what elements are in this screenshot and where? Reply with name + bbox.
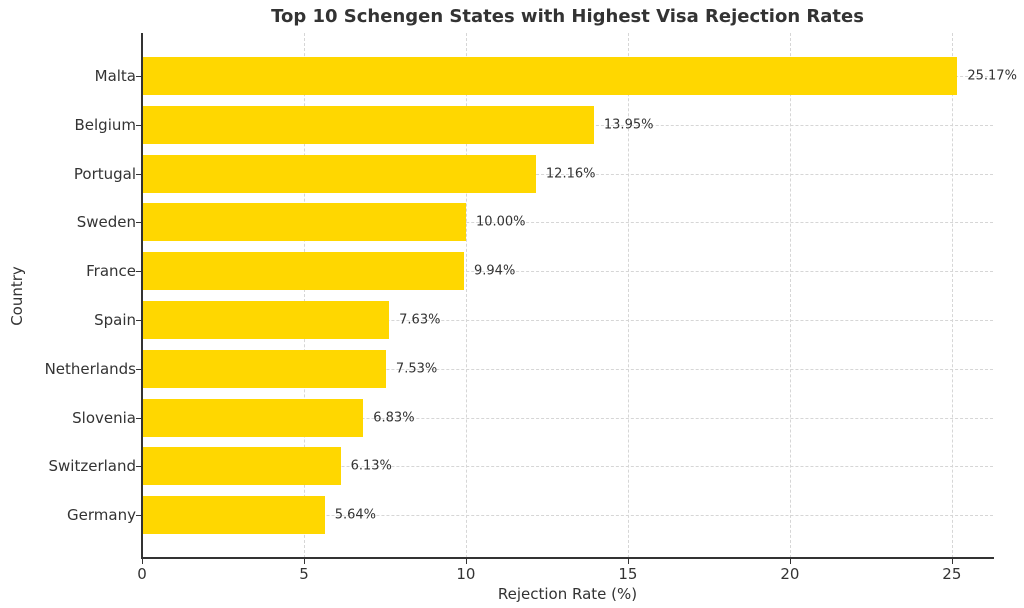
y-tick-mark <box>136 271 142 273</box>
vertical-gridline <box>465 33 467 558</box>
x-tick-mark <box>465 559 467 564</box>
horizontal-gridline <box>142 417 993 419</box>
vertical-gridline <box>627 33 629 558</box>
y-tick-label: Slovenia <box>72 408 136 427</box>
y-axis-title: Country <box>8 266 26 326</box>
vertical-gridline <box>789 33 791 558</box>
x-tick-mark <box>142 559 143 564</box>
bar-germany <box>142 496 325 535</box>
plot-area: 25.17% 13.95% 12.16% 10.00% 9.94% 7.63% 7.53% 6… <box>142 33 1017 558</box>
y-tick-label: Switzerland <box>48 457 137 476</box>
y-tick-mark <box>136 124 142 126</box>
horizontal-gridline <box>142 368 993 370</box>
y-tick-mark <box>136 515 142 517</box>
x-tick-mark <box>627 559 629 564</box>
bar-slovenia <box>142 398 364 437</box>
x-tick-mark <box>789 559 791 564</box>
bar-malta <box>142 57 958 95</box>
bar-switzerland <box>142 447 341 486</box>
y-tick-label: Netherlands <box>44 359 136 378</box>
bar-france <box>142 252 464 291</box>
x-tick-label: 10 <box>456 565 476 583</box>
value-label: 13.95% <box>603 117 654 133</box>
x-tick-label: 20 <box>780 565 800 583</box>
x-axis-title: Rejection Rate (%) <box>497 585 638 603</box>
value-label: 7.63% <box>399 312 441 328</box>
horizontal-gridline <box>142 173 993 175</box>
bar-netherlands <box>142 349 386 388</box>
y-tick-label: France <box>86 262 136 281</box>
x-tick-label: 15 <box>618 565 638 583</box>
vertical-gridline <box>951 33 953 558</box>
y-tick-label: Germany <box>67 506 136 525</box>
y-tick-mark <box>136 173 142 175</box>
bar-belgium <box>142 105 594 144</box>
y-tick-label: Belgium <box>74 115 137 134</box>
x-axis-line <box>141 557 994 559</box>
y-tick-label: Portugal <box>73 164 136 183</box>
value-label: 6.13% <box>350 458 392 474</box>
bar-spain <box>142 301 390 339</box>
value-label: 25.17% <box>967 68 1017 84</box>
x-tick-mark <box>951 559 953 564</box>
horizontal-gridline <box>142 271 993 273</box>
y-tick-mark <box>136 368 142 370</box>
x-tick-mark <box>303 559 305 564</box>
bar-portugal <box>142 154 536 193</box>
y-tick-mark <box>136 417 142 419</box>
value-label: 12.16% <box>545 166 596 182</box>
y-tick-mark <box>136 76 142 77</box>
value-label: 7.53% <box>395 361 438 377</box>
x-tick-label: 25 <box>942 565 962 583</box>
y-axis-line <box>141 33 143 559</box>
bar-sweden <box>142 203 466 242</box>
y-tick-label: Malta <box>94 67 136 85</box>
y-tick-label: Sweden <box>76 213 136 232</box>
y-tick-mark <box>136 466 142 468</box>
horizontal-gridline <box>142 466 993 468</box>
horizontal-gridline <box>142 320 993 321</box>
value-label: 10.00% <box>475 214 526 230</box>
value-label: 9.94% <box>474 263 516 279</box>
horizontal-gridline <box>142 222 993 224</box>
value-label: 5.64% <box>334 507 377 523</box>
y-tick-mark <box>136 222 142 224</box>
y-tick-label: Spain <box>94 311 136 329</box>
y-tick-mark <box>136 320 142 321</box>
vertical-gridline <box>303 33 305 558</box>
x-tick-label: 5 <box>299 565 309 583</box>
x-tick-label: 0 <box>137 565 147 583</box>
chart-title: Top 10 Schengen States with Highest Visa… <box>271 6 864 27</box>
horizontal-gridline <box>142 515 993 517</box>
value-label: 6.83% <box>373 410 415 426</box>
